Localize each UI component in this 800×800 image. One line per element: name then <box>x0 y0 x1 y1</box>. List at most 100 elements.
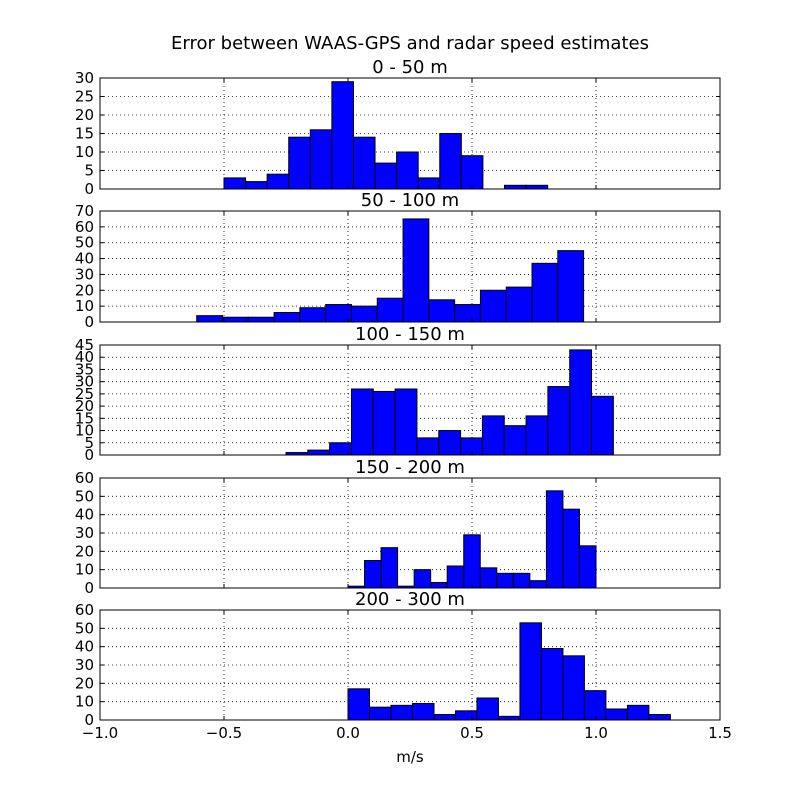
axes-frame <box>99 344 721 456</box>
y-tick-label: 30 <box>75 373 94 391</box>
x-tick-label: 1.5 <box>708 724 732 742</box>
x-tick-label: 0.5 <box>460 724 484 742</box>
histogram-bar <box>531 262 559 323</box>
histogram-bar <box>540 648 564 721</box>
y-tick-label: 40 <box>75 348 94 366</box>
y-tick-label: 15 <box>75 409 94 427</box>
x-axis-label: m/s <box>396 748 424 766</box>
histogram-bar <box>402 218 430 323</box>
histogram-bar <box>454 304 481 323</box>
histogram-bar <box>396 151 419 190</box>
histogram-bar <box>454 710 478 721</box>
histogram-bar <box>479 567 498 589</box>
panel-title: 0 - 50 m <box>372 57 448 78</box>
histogram-bar <box>309 129 333 190</box>
histogram-bar <box>350 305 378 323</box>
histogram-bar <box>411 703 435 721</box>
y-tick-label: 15 <box>75 125 94 143</box>
y-tick-label: 25 <box>75 88 94 106</box>
histogram-bar <box>547 386 571 456</box>
histogram-bar <box>505 286 533 323</box>
y-tick-label: 30 <box>75 656 94 674</box>
y-tick-label: 20 <box>75 397 94 415</box>
y-tick-label: 10 <box>75 693 94 711</box>
histogram-bar <box>273 311 301 323</box>
histogram-bar <box>299 307 327 323</box>
histogram-bar <box>374 162 398 190</box>
y-tick-label: 50 <box>75 619 94 637</box>
y-tick-label: 30 <box>75 265 94 283</box>
histogram-bar <box>562 508 580 589</box>
histogram-bar <box>503 425 527 456</box>
histogram-bar <box>460 155 484 190</box>
histogram-bar <box>557 250 585 323</box>
histogram-bar <box>578 545 597 589</box>
y-tick-label: 0 <box>84 313 94 331</box>
figure-title: Error between WAAS-GPS and radar speed e… <box>171 33 649 54</box>
y-tick-label: 10 <box>75 143 94 161</box>
y-tick-label: 10 <box>75 297 94 315</box>
y-tick-label: 0 <box>84 446 94 464</box>
histogram-bar <box>331 81 354 190</box>
panel-title: 100 - 150 m <box>355 324 465 345</box>
histogram-bar <box>288 136 311 190</box>
histogram-bar <box>266 173 290 190</box>
y-tick-label: 5 <box>84 162 94 180</box>
axes-frame <box>99 210 721 323</box>
y-tick-label: 40 <box>75 506 94 524</box>
histogram-bar <box>438 430 462 456</box>
histogram-bar <box>648 714 671 721</box>
histogram-bar <box>503 184 527 190</box>
y-tick-label: 10 <box>75 422 94 440</box>
histogram-bar <box>376 297 404 323</box>
y-tick-label: 20 <box>75 542 94 560</box>
histogram-bar <box>372 390 396 456</box>
y-tick-label: 25 <box>75 385 94 403</box>
y-tick-label: 35 <box>75 360 94 378</box>
histogram-bar <box>428 299 456 323</box>
histogram-bar <box>347 688 371 721</box>
histogram-bar <box>245 181 268 190</box>
panel-title: 150 - 200 m <box>355 457 465 478</box>
histogram-bar <box>525 184 549 190</box>
histogram-bar <box>417 177 441 190</box>
x-tick-label: 0.0 <box>336 724 360 742</box>
histogram-bar <box>446 565 465 589</box>
y-tick-label: 0 <box>84 180 94 198</box>
histogram-bar <box>497 715 521 721</box>
y-tick-label: 70 <box>75 202 94 220</box>
histogram-bar <box>626 704 650 721</box>
y-tick-label: 5 <box>84 434 94 452</box>
histogram-bar <box>247 316 275 323</box>
y-tick-label: 50 <box>75 234 94 252</box>
y-tick-label: 40 <box>75 250 94 268</box>
histogram-bar <box>529 580 547 589</box>
histogram-bar <box>476 697 499 721</box>
histogram-bar <box>222 316 249 323</box>
histogram-bar <box>605 708 628 721</box>
histogram-bar <box>223 177 247 190</box>
histogram-bar <box>463 534 481 589</box>
y-tick-label: 40 <box>75 638 94 656</box>
histogram-bar <box>430 582 448 589</box>
histogram-bar <box>390 704 413 721</box>
histogram-bar <box>545 490 564 589</box>
x-tick-label: 1.0 <box>584 724 608 742</box>
x-tick-label: −0.5 <box>206 724 242 742</box>
y-tick-label: 60 <box>75 601 94 619</box>
y-tick-label: 20 <box>75 281 94 299</box>
histogram-bar <box>380 547 399 589</box>
y-tick-label: 30 <box>75 524 94 542</box>
histogram-bar <box>369 706 392 721</box>
y-tick-label: 45 <box>75 336 94 354</box>
panel-title: 50 - 100 m <box>361 190 459 211</box>
histogram-bar <box>525 415 549 456</box>
histogram-bar <box>496 572 514 589</box>
y-tick-label: 0 <box>84 579 94 597</box>
histogram-bar <box>307 449 331 456</box>
